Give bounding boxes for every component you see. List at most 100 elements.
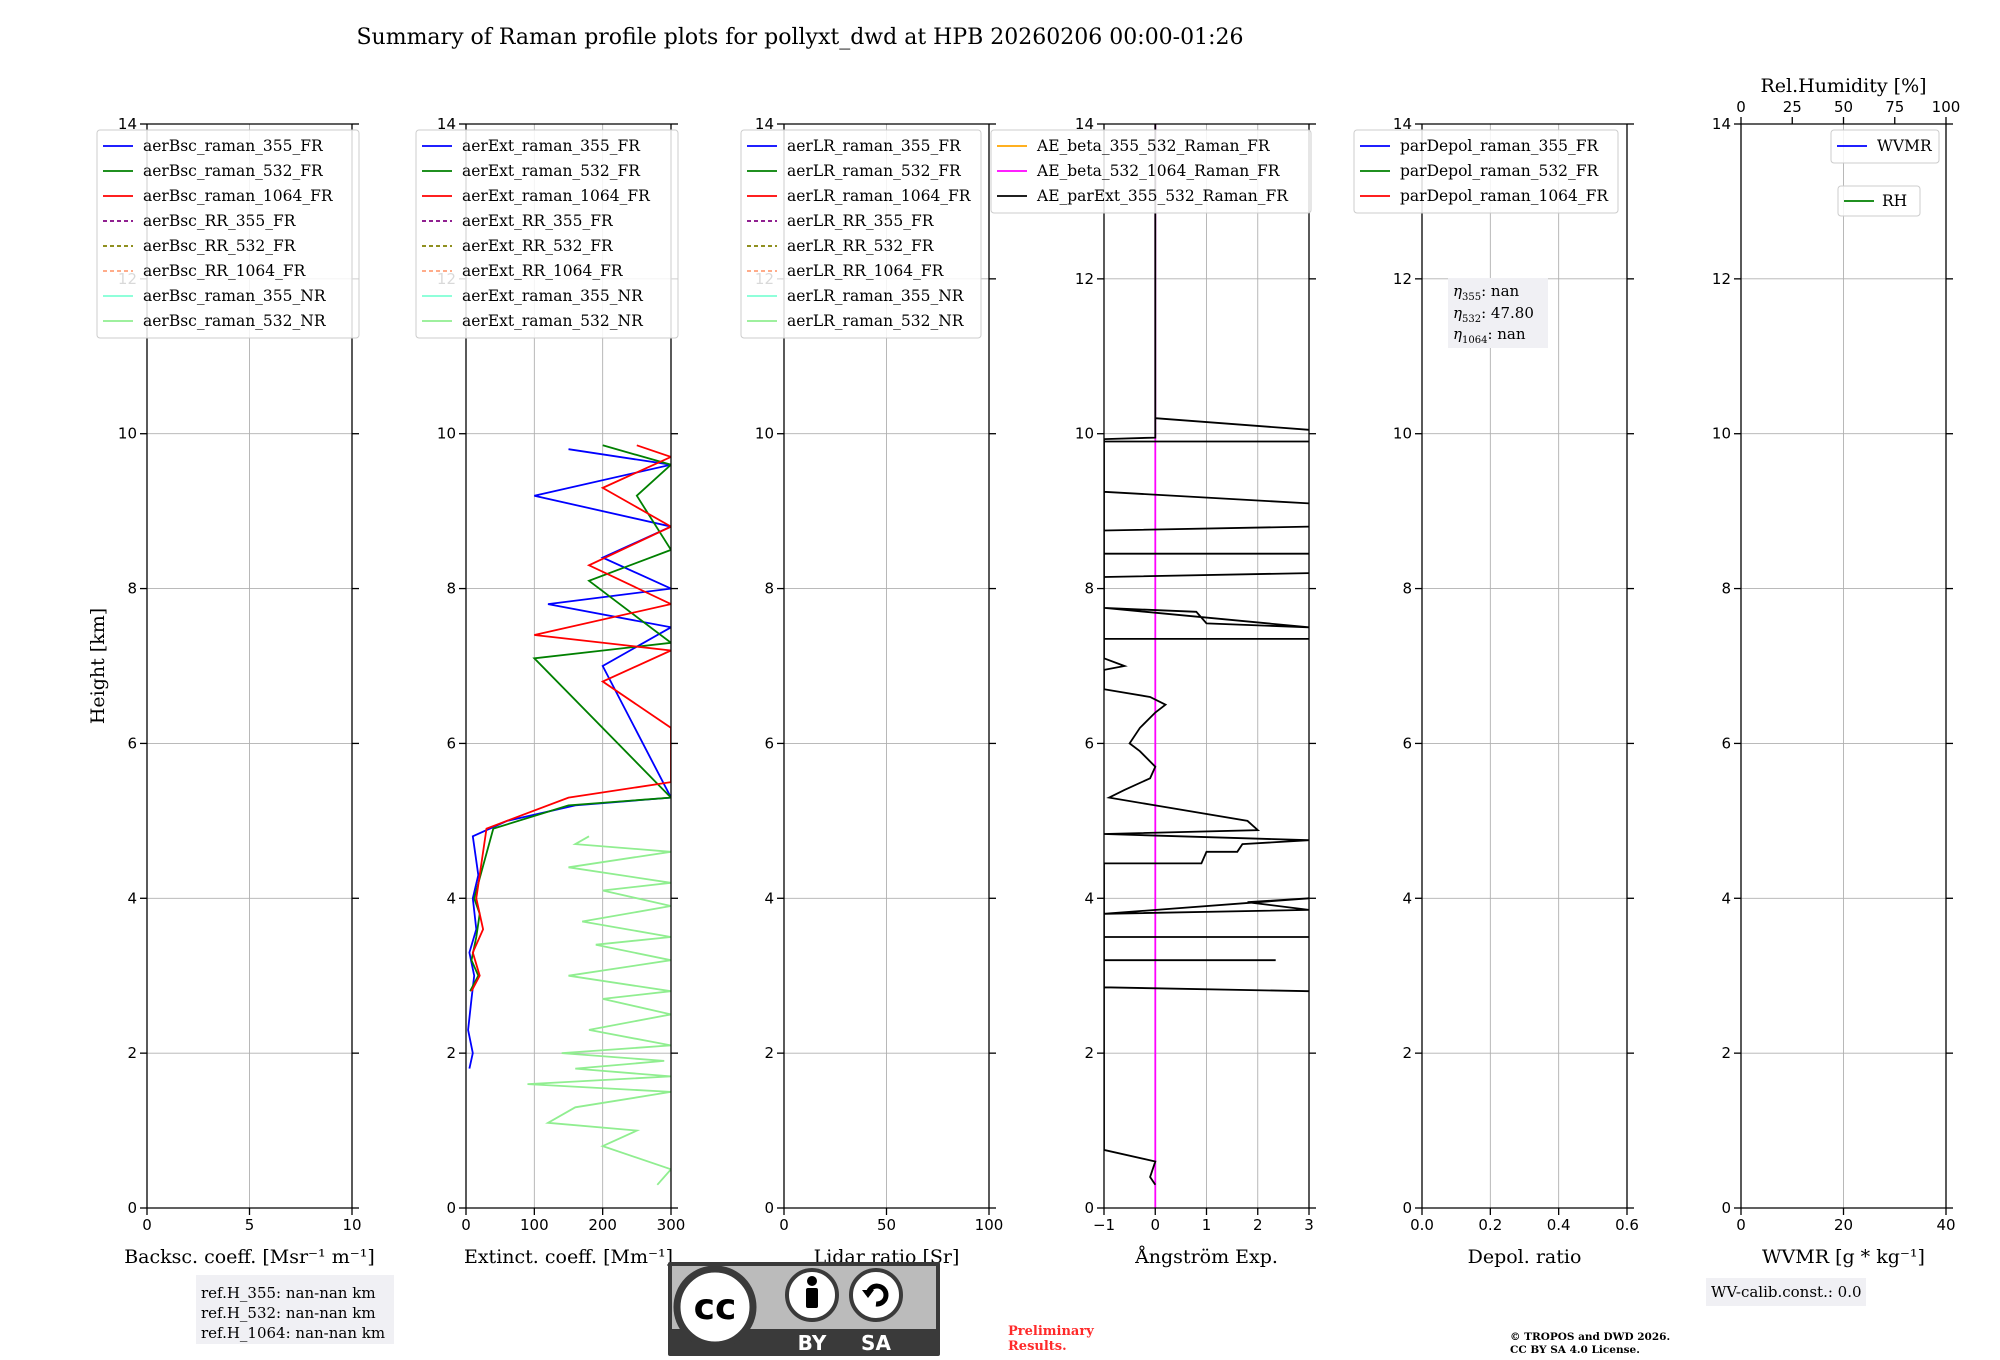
y-tick-label: 14 <box>1393 115 1412 133</box>
top-x-tick-label: 0 <box>1736 98 1746 116</box>
y-axis-label: Height [km] <box>87 608 109 724</box>
y-tick-label: 6 <box>1721 734 1731 752</box>
copyright-line1: © TROPOS and DWD 2026. <box>1510 1331 1670 1343</box>
y-tick-label: 10 <box>118 425 137 443</box>
x-tick-label: 0 <box>779 1216 789 1234</box>
x-tick-label: 20 <box>1834 1216 1853 1234</box>
top-axis-label: Rel.Humidity [%] <box>1760 75 1926 97</box>
y-tick-label: 14 <box>437 115 456 133</box>
y-tick-label: 8 <box>1084 580 1094 598</box>
ref-height-532: ref.H_532: nan-nan km <box>201 1304 376 1322</box>
cc-letters: cc <box>694 1287 737 1328</box>
x-tick-label: 200 <box>588 1216 617 1234</box>
figure-title: Summary of Raman profile plots for polly… <box>356 25 1243 50</box>
x-tick-label: 2 <box>1253 1216 1263 1234</box>
x-tick-label: 0 <box>1736 1216 1746 1234</box>
preliminary-line2: Results. <box>1008 1339 1067 1354</box>
y-tick-label: 6 <box>127 734 137 752</box>
legend: aerBsc_raman_355_FR aerBsc_raman_532_FRae… <box>96 129 360 339</box>
legend-label: parDepol_raman_1064_FR <box>1400 187 1609 205</box>
by-person-head <box>807 1276 817 1286</box>
y-tick-label: 4 <box>127 889 137 907</box>
y-tick-label: 2 <box>127 1044 137 1062</box>
y-tick-label: 6 <box>1084 734 1094 752</box>
legend-label: aerBsc_raman_1064_FR <box>143 187 334 205</box>
ref-height-1064: ref.H_1064: nan-nan km <box>201 1324 385 1342</box>
y-tick-label: 10 <box>1075 425 1094 443</box>
x-tick-label: 0.2 <box>1478 1216 1502 1234</box>
legend-label: aerLR_raman_355_NR <box>787 287 965 305</box>
wv-calib-box-bg <box>1706 1278 1866 1306</box>
y-tick-label: 8 <box>127 580 137 598</box>
series-aerExt_raman_532_NR <box>527 835 671 1186</box>
eta-532-symbol: η <box>1453 304 1462 322</box>
legend-label: aerBsc_raman_355_FR <box>143 137 324 155</box>
y-tick-label: 12 <box>1393 270 1412 288</box>
preliminary-line1: Preliminary <box>1008 1324 1094 1339</box>
legend-label: aerExt_raman_1064_FR <box>462 187 651 205</box>
legend-label: aerBsc_raman_532_NR <box>143 312 327 330</box>
eta-532: η532: 47.80 <box>1453 304 1534 325</box>
y-tick-label: 0 <box>446 1199 456 1217</box>
series-group <box>1104 124 1309 1208</box>
y-tick-label: 4 <box>1084 889 1094 907</box>
y-tick-label: 0 <box>1721 1199 1731 1217</box>
y-tick-label: 10 <box>1393 425 1412 443</box>
panel-backscatter: 024681012140510Backsc. coeff. [Msr⁻¹ m⁻¹… <box>96 115 375 1268</box>
legend-label: aerLR_raman_532_NR <box>787 312 965 330</box>
x-tick-label: 10 <box>342 1216 361 1234</box>
x-tick-label: 50 <box>877 1216 896 1234</box>
legend-box <box>415 129 679 339</box>
legend-label: AE_beta_532_1064_Raman_FR <box>1036 162 1281 180</box>
y-tick-label: 8 <box>1402 580 1412 598</box>
legend-label: aerLR_RR_355_FR <box>787 212 935 230</box>
legend-box <box>740 129 982 339</box>
y-tick-label: 14 <box>755 115 774 133</box>
sa-label: SA <box>861 1331 891 1355</box>
y-tick-label: 12 <box>1075 270 1094 288</box>
top-x-tick-label: 100 <box>1932 98 1961 116</box>
top-x-tick-label: 25 <box>1783 98 1802 116</box>
ref-height-box: ref.H_355: nan-nan km ref.H_532: nan-nan… <box>196 1275 394 1344</box>
y-tick-label: 0 <box>1084 1199 1094 1217</box>
y-tick-label: 10 <box>755 425 774 443</box>
eta-532-value: : 47.80 <box>1481 304 1534 322</box>
eta-355-value: : nan <box>1481 282 1519 300</box>
y-tick-label: 4 <box>446 889 456 907</box>
y-tick-label: 10 <box>1712 425 1731 443</box>
legend-label: aerLR_raman_1064_FR <box>787 187 972 205</box>
x-tick-label: 100 <box>520 1216 549 1234</box>
legend-label: parDepol_raman_532_FR <box>1400 162 1600 180</box>
by-label: BY <box>798 1331 827 1355</box>
legend-label: AE_beta_355_532_Raman_FR <box>1036 137 1271 155</box>
x-tick-label: 0 <box>142 1216 152 1234</box>
y-tick-label: 2 <box>446 1044 456 1062</box>
legend-label: aerExt_RR_1064_FR <box>462 262 624 280</box>
panel-lidar_ratio: 02468101214050100Lidar ratio [Sr]aerLR_r… <box>740 115 1003 1268</box>
y-tick-label: 14 <box>1712 115 1731 133</box>
legend-label: aerExt_RR_355_FR <box>462 212 614 230</box>
legend-label: aerBsc_RR_355_FR <box>143 212 297 230</box>
y-tick-label: 14 <box>118 115 137 133</box>
x-tick-label: 0.6 <box>1615 1216 1639 1234</box>
legend-label: aerLR_raman_532_FR <box>787 162 962 180</box>
series-AE_parExt_355_532_Raman_FR <box>1104 124 1309 1186</box>
sa-arrow-arc <box>865 1283 889 1307</box>
panels-group: 024681012140510Backsc. coeff. [Msr⁻¹ m⁻¹… <box>87 75 1960 1268</box>
legend-label: aerBsc_RR_1064_FR <box>143 262 307 280</box>
x-axis-label: WVMR [g * kg⁻¹] <box>1762 1246 1925 1268</box>
y-tick-label: 0 <box>764 1199 774 1217</box>
x-axis-label: Extinct. coeff. [Mm⁻¹] <box>464 1246 673 1268</box>
legend-label: WVMR <box>1877 137 1933 155</box>
y-tick-label: 12 <box>1712 270 1731 288</box>
legend-label: parDepol_raman_355_FR <box>1400 137 1600 155</box>
ref-height-355: ref.H_355: nan-nan km <box>201 1284 376 1302</box>
y-tick-label: 4 <box>1402 889 1412 907</box>
legend-label: aerBsc_RR_532_FR <box>143 237 297 255</box>
eta-1064-value: : nan <box>1487 325 1525 343</box>
legend-label: aerExt_raman_532_FR <box>462 162 641 180</box>
y-tick-label: 6 <box>446 734 456 752</box>
wv-calib-box: WV-calib.const.: 0.0 <box>1706 1278 1866 1306</box>
cc-license-badge: cc BY SA <box>668 1262 940 1356</box>
